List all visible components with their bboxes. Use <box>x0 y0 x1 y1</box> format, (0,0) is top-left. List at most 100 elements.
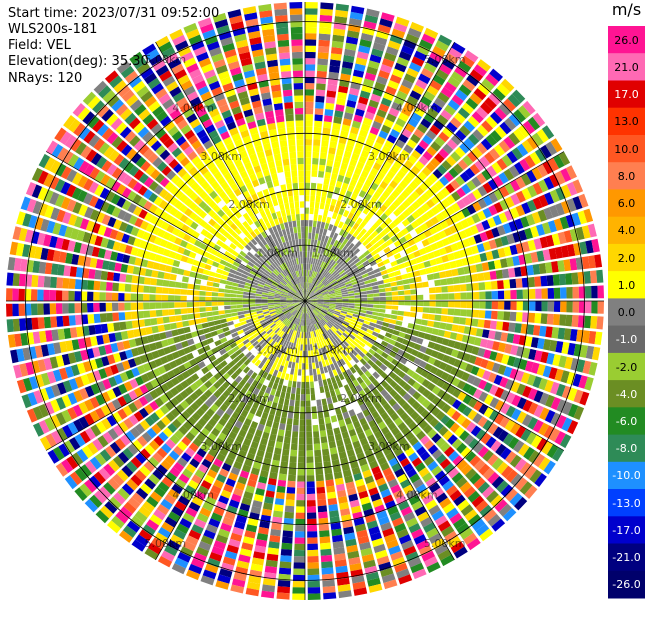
velocity-cell <box>319 424 325 431</box>
velocity-cell <box>275 498 284 505</box>
velocity-cell <box>386 305 393 309</box>
velocity-cell <box>331 415 338 422</box>
velocity-cell <box>360 291 367 294</box>
velocity-cell <box>87 314 94 324</box>
velocity-cell <box>453 277 460 284</box>
velocity-cell <box>56 303 63 314</box>
velocity-cell <box>268 297 274 299</box>
velocity-cell <box>306 450 313 456</box>
velocity-cell <box>113 322 120 331</box>
velocity-cell <box>19 289 25 301</box>
velocity-cell <box>548 301 555 312</box>
velocity-cell <box>181 308 188 314</box>
velocity-cell <box>308 587 321 594</box>
velocity-cell <box>268 541 279 549</box>
velocity-cell <box>207 317 214 322</box>
velocity-cell <box>392 291 399 295</box>
velocity-cell <box>281 543 292 550</box>
velocity-cell <box>193 302 199 307</box>
velocity-cell <box>218 302 224 306</box>
velocity-cell <box>162 310 169 317</box>
velocity-cell <box>509 279 516 288</box>
velocity-cell <box>307 494 316 501</box>
velocity-cell <box>255 296 261 298</box>
velocity-cell <box>219 314 226 319</box>
velocity-cell <box>328 72 339 79</box>
velocity-cell <box>212 287 219 292</box>
velocity-cell <box>270 529 281 536</box>
velocity-cell <box>361 295 367 298</box>
velocity-cell <box>454 293 460 300</box>
velocity-cell <box>427 274 434 281</box>
velocity-cell <box>308 351 311 357</box>
velocity-cell <box>486 301 492 309</box>
velocity-cell <box>560 301 566 312</box>
velocity-cell <box>331 199 337 206</box>
velocity-cell <box>374 301 380 304</box>
velocity-cell <box>311 356 314 363</box>
velocity-cell <box>106 303 113 312</box>
velocity-cell <box>56 277 63 288</box>
velocity-cell <box>553 314 560 325</box>
velocity-cell <box>305 320 306 326</box>
velocity-cell <box>398 301 404 305</box>
velocity-cell <box>330 53 341 61</box>
velocity-cell <box>547 275 554 286</box>
velocity-cell <box>307 537 318 544</box>
velocity-cell <box>37 290 44 302</box>
velocity-cell <box>156 310 163 317</box>
velocity-cell <box>496 270 503 279</box>
velocity-cell <box>296 394 301 401</box>
velocity-cell <box>278 580 291 587</box>
velocity-cell <box>329 441 336 448</box>
velocity-cell <box>237 295 243 298</box>
velocity-cell <box>396 320 403 326</box>
velocity-cell <box>168 288 175 294</box>
velocity-cell <box>385 287 392 291</box>
velocity-cell <box>515 323 522 333</box>
velocity-cell <box>316 475 324 482</box>
velocity-cell <box>315 468 323 475</box>
velocity-cell <box>307 338 309 344</box>
velocity-cell <box>226 281 233 286</box>
velocity-cell <box>434 315 441 322</box>
velocity-cell <box>445 323 452 330</box>
velocity-cell <box>144 277 151 285</box>
velocity-cell <box>218 288 225 292</box>
velocity-cell <box>150 286 157 293</box>
velocity-cell <box>405 296 411 301</box>
velocity-cell <box>272 422 279 429</box>
velocity-cell <box>301 388 305 394</box>
velocity-cell <box>503 280 510 289</box>
velocity-cell <box>31 289 38 301</box>
velocity-cell <box>311 183 316 190</box>
velocity-cell <box>331 453 339 460</box>
velocity-cell <box>305 58 315 64</box>
velocity-cell <box>299 444 305 450</box>
velocity-cell <box>415 276 422 282</box>
velocity-cell <box>177 268 184 275</box>
velocity-cell <box>149 302 155 309</box>
velocity-cell <box>461 293 468 300</box>
velocity-cell <box>230 294 236 298</box>
velocity-cell <box>307 544 318 551</box>
velocity-cell <box>31 275 38 287</box>
velocity-cell <box>281 549 292 556</box>
velocity-cell <box>307 264 309 270</box>
velocity-cell <box>472 310 479 318</box>
velocity-cell <box>181 283 188 289</box>
velocity-cell <box>299 363 302 369</box>
velocity-cell <box>534 276 541 287</box>
velocity-cell <box>349 298 355 300</box>
velocity-cell <box>293 425 299 432</box>
velocity-cell <box>170 323 177 330</box>
velocity-cell <box>44 276 51 288</box>
velocity-cell <box>307 550 318 557</box>
velocity-cell <box>459 317 466 325</box>
velocity-cell <box>527 324 534 335</box>
velocity-cell <box>378 313 385 317</box>
velocity-cell <box>278 429 285 436</box>
velocity-cell <box>435 287 442 293</box>
velocity-cell <box>384 283 391 288</box>
velocity-cell <box>280 561 292 568</box>
